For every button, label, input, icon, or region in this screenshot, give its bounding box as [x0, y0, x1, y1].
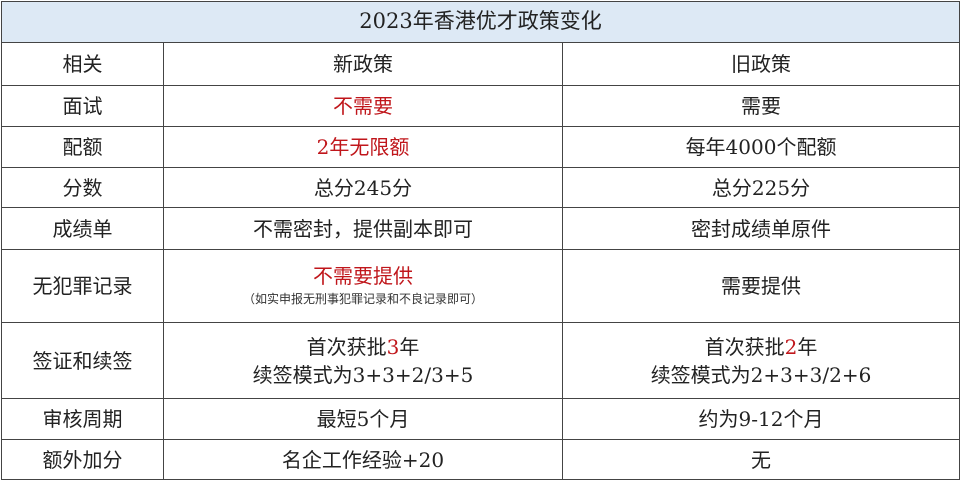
text-line: 首次获批3年: [164, 333, 562, 361]
text-line: 旧政策: [563, 50, 959, 78]
new-policy-cell: 新政策: [163, 42, 563, 86]
old-policy-cell: 总分225分: [561, 167, 960, 208]
row-label: 无犯罪记录: [1, 249, 164, 323]
cell-text: 总分225分: [711, 175, 811, 200]
cell-text: 约为9-12个月: [698, 407, 824, 431]
new-policy-cell: 总分245分: [163, 167, 563, 208]
text-line: 总分245分: [164, 174, 562, 202]
new-policy-cell: 不需要提供 （如实申报无刑事犯罪记录和不良记录即可）: [163, 249, 563, 323]
cell-text: 名企工作经验+20: [281, 447, 445, 472]
cell-text: 需要提供: [721, 274, 802, 298]
table-title: 2023年香港优才政策变化: [0, 1, 960, 43]
cell-text: 旧政策: [731, 52, 792, 76]
cell-text: 密封成绩单原件: [691, 216, 832, 241]
table-row: 成绩单 不需密封，提供副本即可 密封成绩单原件: [1, 207, 960, 250]
highlight-text: 2: [784, 334, 798, 359]
text-line: 2年无限额: [164, 133, 562, 161]
table-row: 无犯罪记录 不需要提供 （如实申报无刑事犯罪记录和不良记录即可） 需要提供: [1, 249, 960, 323]
new-policy-cell: 不需密封，提供副本即可: [163, 207, 563, 250]
text-line: 新政策: [164, 50, 562, 78]
new-policy-cell: 名企工作经验+20: [163, 439, 563, 480]
row-label: 成绩单: [1, 207, 164, 250]
cell-text: 新政策: [333, 52, 393, 76]
table-row: 相关 新政策 旧政策: [1, 42, 960, 86]
text-line: 需要提供: [563, 272, 959, 300]
old-policy-cell: 需要: [561, 85, 960, 127]
row-label: 配额: [1, 126, 164, 168]
cell-text: 无: [751, 447, 772, 472]
cell-text: 总分245分: [313, 175, 413, 200]
old-policy-cell: 首次获批2年 续签模式为2+3+3/2+6: [561, 322, 960, 399]
text-line: 不需密封，提供副本即可: [164, 215, 562, 243]
new-policy-cell: 不需要: [163, 85, 563, 127]
old-policy-cell: 密封成绩单原件: [561, 207, 960, 250]
new-policy-cell: 最短5个月: [163, 398, 563, 440]
row-label: 面试: [1, 85, 164, 127]
text-line: 不需要提供: [164, 262, 562, 290]
row-label: 审核周期: [1, 398, 164, 440]
cell-note: （如实申报无刑事犯罪记录和不良记录即可）: [242, 292, 483, 307]
table-row: 额外加分 名企工作经验+20 无: [1, 439, 960, 480]
old-policy-cell: 旧政策: [561, 42, 960, 86]
highlight-text: 不需要: [333, 94, 393, 118]
cell-text: 年: [399, 334, 420, 359]
table-row: 审核周期 最短5个月 约为9-12个月: [1, 398, 960, 440]
row-label: 相关: [1, 42, 164, 86]
cell-text: 年: [797, 334, 818, 359]
cell-text: 每年4000个配额: [685, 135, 837, 159]
text-line: 无: [563, 446, 959, 474]
cell-text: 需要: [741, 94, 782, 118]
old-policy-cell: 无: [561, 439, 960, 480]
text-line: 需要: [563, 92, 959, 120]
row-label: 签证和续签: [1, 322, 164, 399]
old-policy-cell: 约为9-12个月: [561, 398, 960, 440]
highlight-text: 2年无限额: [316, 135, 410, 159]
cell-text: 首次获批: [704, 334, 785, 359]
table-row: 配额 2年无限额 每年4000个配额: [1, 126, 960, 168]
row-label: 分数: [1, 167, 164, 208]
cell-text: 续签模式为3+3+2/3+5: [252, 362, 474, 387]
new-policy-cell: 首次获批3年 续签模式为3+3+2/3+5: [163, 322, 563, 399]
text-line: 每年4000个配额: [563, 133, 959, 161]
table-row: 签证和续签 首次获批3年 续签模式为3+3+2/3+5 首次获批2年 续签模式为2+3+…: [1, 322, 960, 399]
cell-text: 首次获批: [306, 334, 387, 359]
text-line: 总分225分: [563, 174, 959, 202]
cell-text: 不需密封，提供副本即可: [253, 216, 473, 241]
highlight-text: 3: [386, 334, 400, 359]
text-line: 密封成绩单原件: [563, 215, 959, 243]
row-label: 额外加分: [1, 439, 164, 480]
cell-text: 最短5个月: [316, 407, 410, 431]
new-policy-cell: 2年无限额: [163, 126, 563, 168]
table-row: 分数 总分245分 总分225分: [1, 167, 960, 208]
title-row: 2023年香港优才政策变化: [0, 1, 960, 43]
old-policy-cell: 需要提供: [561, 249, 960, 323]
text-line: 续签模式为3+3+2/3+5: [164, 361, 562, 389]
table-row: 面试 不需要 需要: [1, 85, 960, 127]
highlight-text: 不需要提供: [313, 264, 413, 289]
text-line: 不需要: [164, 92, 562, 120]
text-line: 名企工作经验+20: [164, 446, 562, 474]
text-line: 约为9-12个月: [563, 405, 959, 433]
text-line: 最短5个月: [164, 405, 562, 433]
cell-text: 续签模式为2+3+3/2+6: [650, 362, 872, 387]
text-line: 首次获批2年: [563, 333, 959, 361]
old-policy-cell: 每年4000个配额: [561, 126, 960, 168]
text-line: 续签模式为2+3+3/2+6: [563, 361, 959, 389]
